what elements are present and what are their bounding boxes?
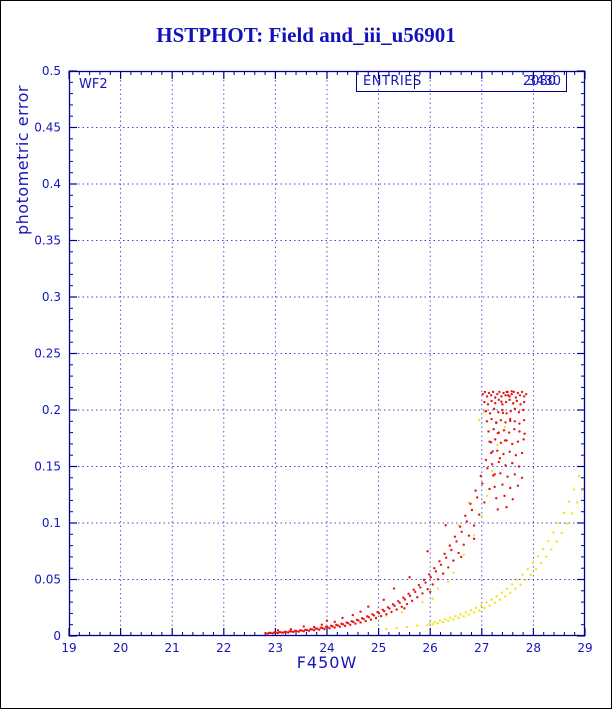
- svg-text:21: 21: [165, 641, 180, 655]
- svg-text:0.2: 0.2: [42, 403, 61, 417]
- entries-count-2: 3430: [527, 74, 561, 89]
- svg-text:0.35: 0.35: [34, 234, 61, 248]
- svg-text:0.4: 0.4: [42, 177, 61, 191]
- svg-text:19: 19: [61, 641, 76, 655]
- svg-text:26: 26: [423, 641, 438, 655]
- entries-box-divider: [414, 74, 415, 89]
- svg-text:29: 29: [577, 641, 592, 655]
- entries-label: ENTRIES: [363, 74, 422, 89]
- svg-text:0.5: 0.5: [42, 64, 61, 78]
- svg-text:23: 23: [268, 641, 283, 655]
- svg-text:0.3: 0.3: [42, 290, 61, 304]
- entries-count-1: 2080: [522, 74, 556, 89]
- y-axis-label: photometric error: [13, 85, 32, 235]
- svg-text:20: 20: [113, 641, 128, 655]
- svg-text:0: 0: [53, 629, 61, 643]
- x-axis-label: F450W: [296, 653, 358, 672]
- svg-text:0.15: 0.15: [34, 460, 61, 474]
- svg-text:24: 24: [319, 641, 334, 655]
- scatter-plot-canvas: 19 20 21 22 23 24 25 26 27 28 29 0 0.05 0.1 0.15 0.2 0.2…: [34, 64, 592, 655]
- detector-label: WF2: [79, 77, 108, 92]
- svg-text:22: 22: [216, 641, 231, 655]
- svg-text:0.25: 0.25: [34, 347, 61, 361]
- page-title: HSTPHOT: Field and_iii_u56901: [156, 23, 456, 47]
- svg-text:0.1: 0.1: [42, 516, 61, 530]
- svg-text:28: 28: [526, 641, 541, 655]
- svg-text:0.05: 0.05: [34, 573, 61, 587]
- svg-text:27: 27: [474, 641, 489, 655]
- svg-text:25: 25: [371, 641, 386, 655]
- svg-text:0.45: 0.45: [34, 121, 61, 135]
